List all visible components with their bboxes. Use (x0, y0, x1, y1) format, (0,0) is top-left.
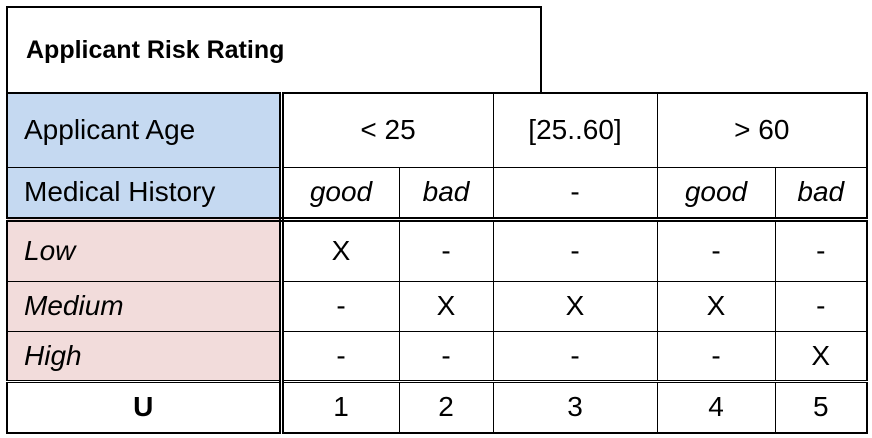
output-cell: - (492, 218, 658, 282)
table-title: Applicant Risk Rating (6, 6, 542, 92)
output-cell: X (774, 330, 868, 383)
age-row: Applicant Age < 25 [25..60] > 60 (6, 92, 868, 168)
age-group-25-60: [25..60] (492, 92, 658, 168)
output-cell: X (280, 218, 400, 282)
output-row-high: High - - - - X (6, 330, 868, 383)
output-cell: X (656, 280, 776, 332)
output-label-low: Low (6, 218, 284, 282)
output-cell: - (280, 280, 400, 332)
age-label: Applicant Age (6, 92, 284, 168)
output-cell: - (398, 330, 494, 383)
medical-history-label: Medical History (6, 166, 284, 222)
medical-history-cell: bad (398, 166, 494, 222)
medical-history-cell: good (280, 166, 400, 222)
hit-policy-label: U (6, 380, 284, 434)
medical-history-row: Medical History good bad - good bad (6, 166, 868, 222)
output-label-medium: Medium (6, 280, 284, 332)
rule-number-row: U 1 2 3 4 5 (6, 380, 868, 434)
output-label-high: High (6, 330, 284, 383)
rule-number: 5 (774, 380, 868, 434)
rule-number: 2 (398, 380, 494, 434)
age-group-under-25: < 25 (280, 92, 494, 168)
medical-history-cell: bad (774, 166, 868, 222)
output-cell: X (492, 280, 658, 332)
rule-number: 1 (280, 380, 400, 434)
output-cell: - (656, 330, 776, 383)
output-cell: - (492, 330, 658, 383)
output-cell: - (774, 280, 868, 332)
age-group-over-60: > 60 (656, 92, 868, 168)
output-cell: X (398, 280, 494, 332)
output-row-low: Low X - - - - (6, 218, 868, 282)
output-cell: - (656, 218, 776, 282)
output-cell: - (774, 218, 868, 282)
decision-table: Applicant Age < 25 [25..60] > 60 Medical… (6, 92, 868, 434)
rule-number: 3 (492, 380, 658, 434)
output-cell: - (280, 330, 400, 383)
medical-history-cell: - (492, 166, 658, 222)
output-cell: - (398, 218, 494, 282)
output-row-medium: Medium - X X X - (6, 280, 868, 332)
rule-number: 4 (656, 380, 776, 434)
medical-history-cell: good (656, 166, 776, 222)
